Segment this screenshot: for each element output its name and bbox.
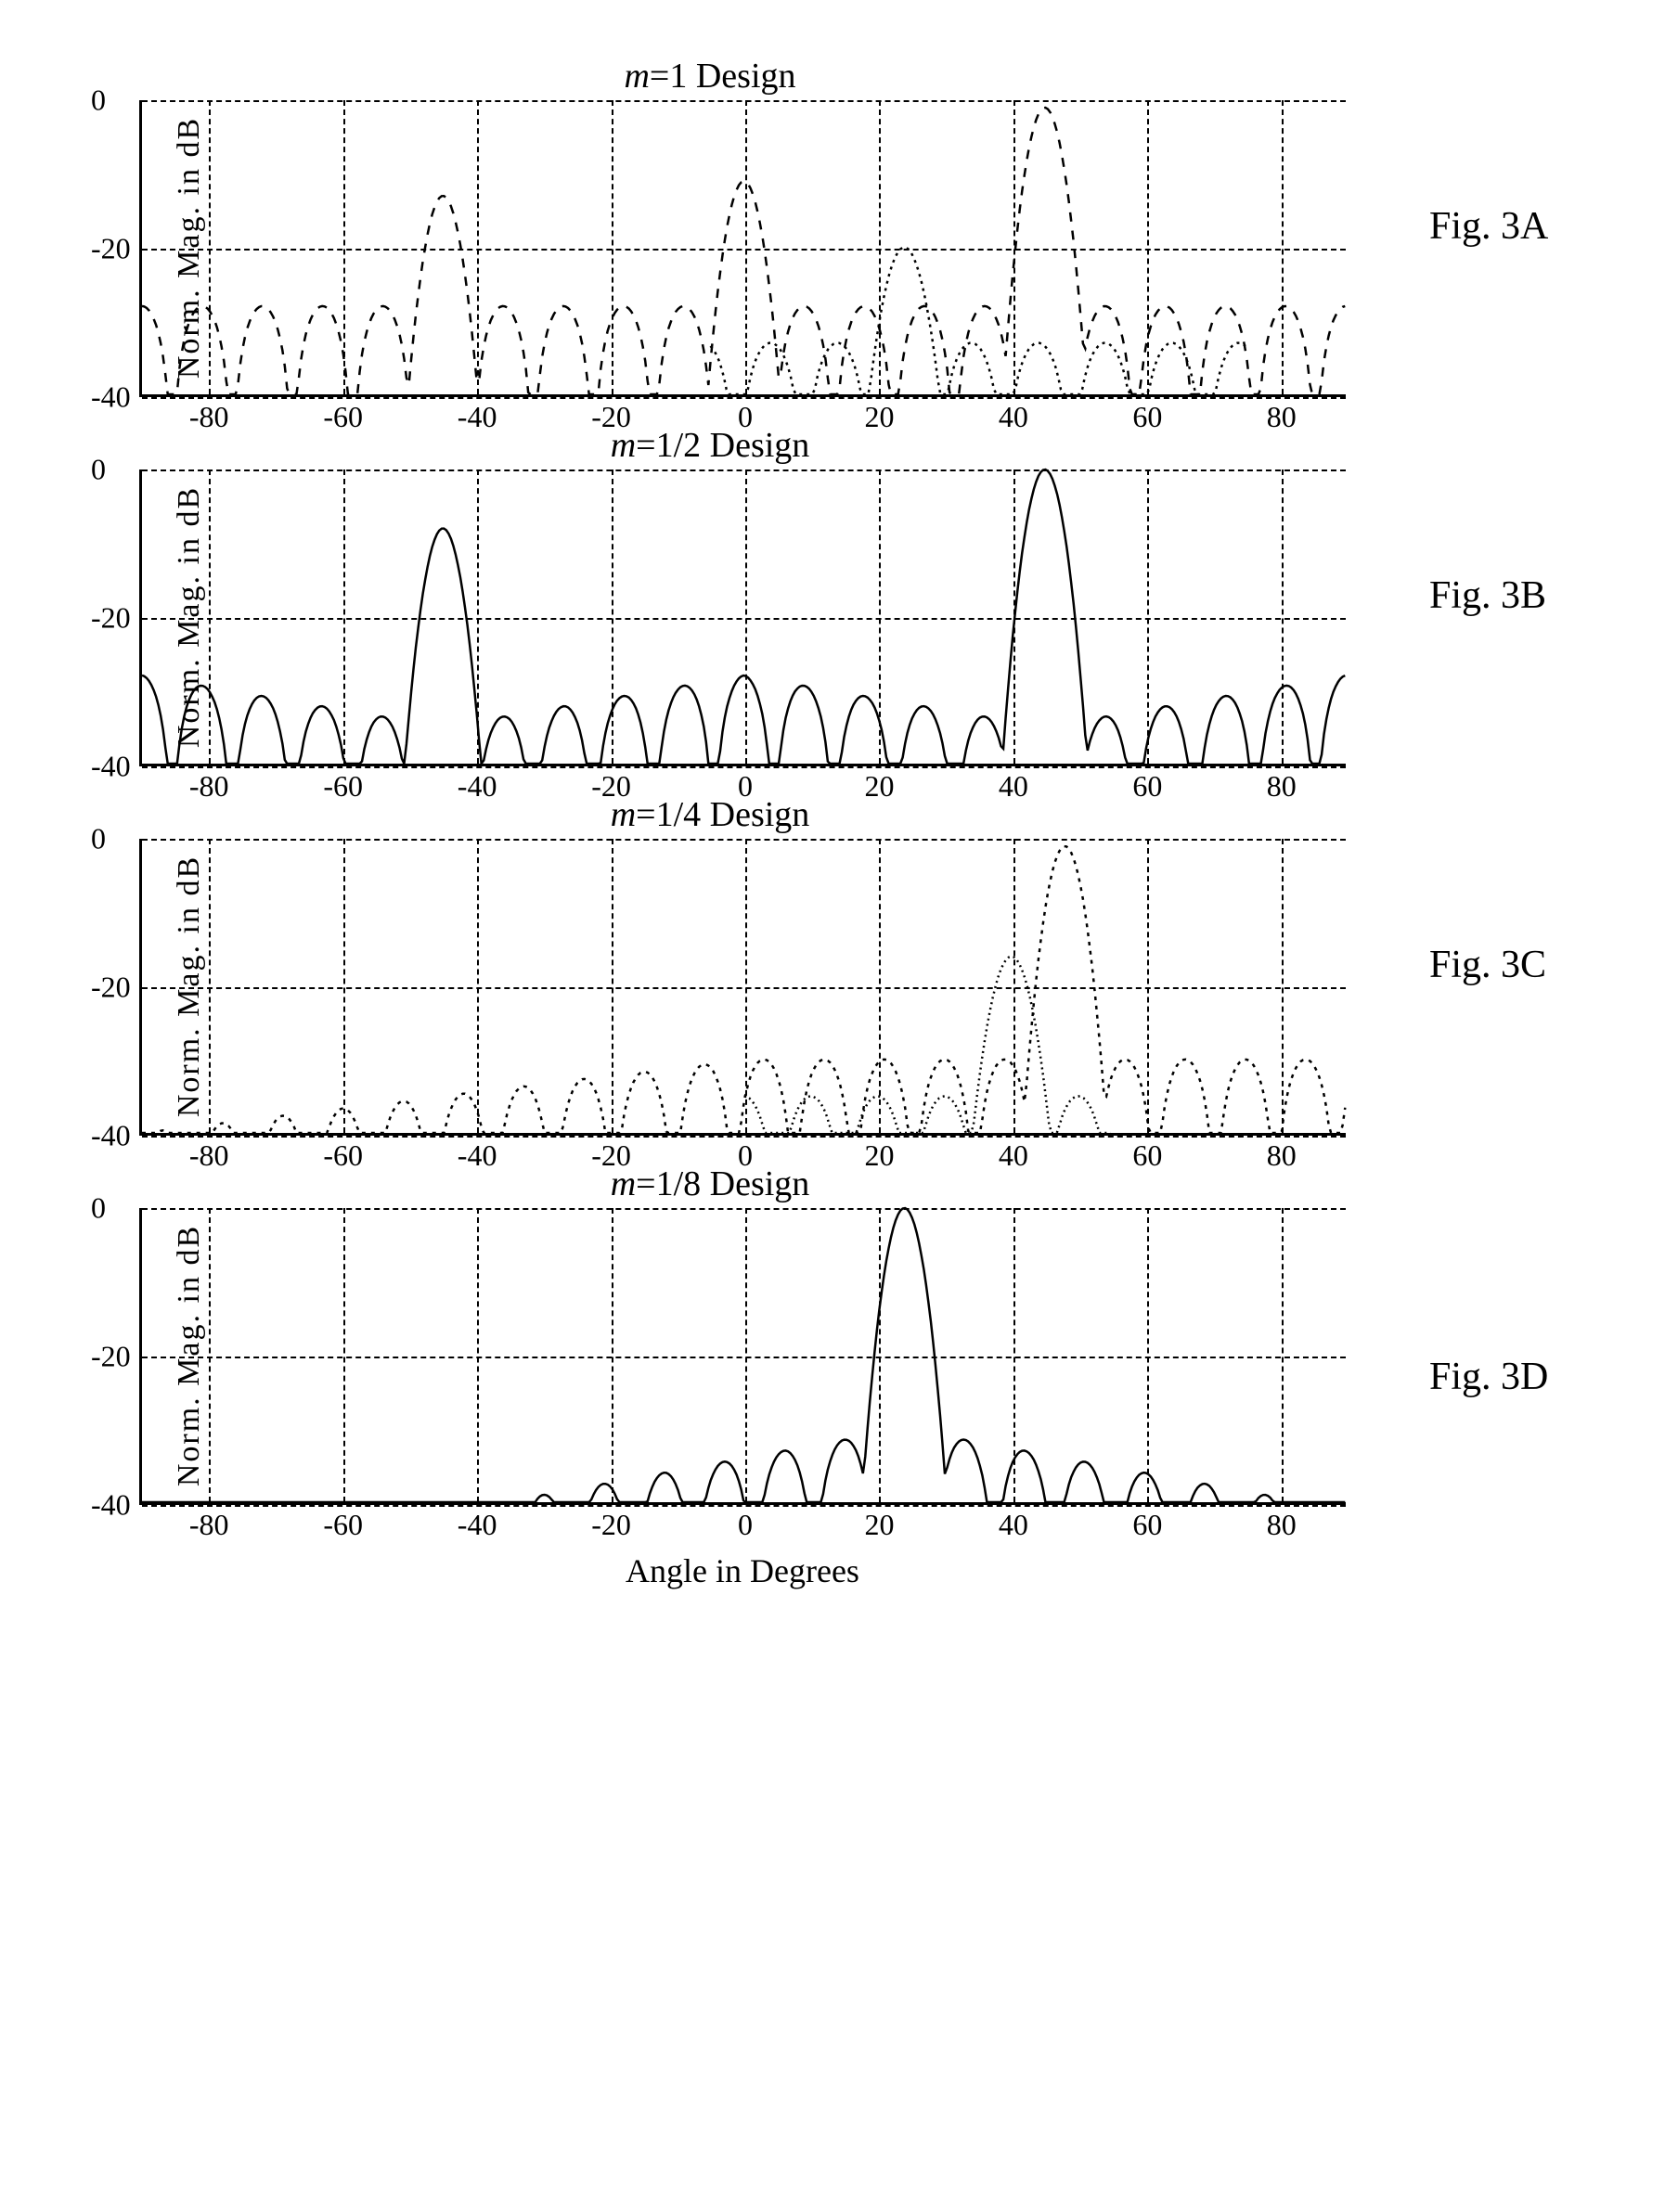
figure-label: Fig. 3A — [1429, 204, 1548, 249]
y-tick: -40 — [91, 1119, 131, 1153]
title-text: =1/2 Design — [636, 426, 809, 465]
chart-panel: m=1 DesignNorm. Mag. in dB-40-200-80-60-… — [37, 56, 1383, 397]
main-trace — [142, 846, 1345, 1133]
title-text: =1/4 Design — [636, 795, 809, 834]
title-variable: m — [611, 1164, 636, 1203]
trace-svg — [142, 839, 1346, 1133]
main-trace — [142, 1208, 1345, 1502]
figure-label: Fig. 3C — [1429, 943, 1546, 987]
y-tick: -40 — [91, 750, 131, 784]
title-text: =1 Design — [650, 57, 796, 96]
secondary-trace — [710, 248, 1245, 394]
x-tick: -80 — [189, 1508, 229, 1542]
gridline-horizontal — [142, 1136, 1346, 1138]
figure-label: Fig. 3B — [1429, 573, 1546, 618]
x-tick: 60 — [1132, 1508, 1162, 1542]
chart-row: m=1/2 DesignNorm. Mag. in dB-40-200-80-6… — [37, 425, 1641, 766]
y-tick: -20 — [91, 232, 131, 266]
x-tick: 40 — [999, 1508, 1028, 1542]
title-text: =1/8 Design — [636, 1164, 809, 1203]
x-tick: -60 — [323, 1508, 363, 1542]
plot-area: Norm. Mag. in dB-40-200-80-60-40-2002040… — [139, 100, 1346, 397]
chart-row: m=1 DesignNorm. Mag. in dB-40-200-80-60-… — [37, 56, 1641, 397]
y-tick: -40 — [91, 380, 131, 415]
chart-panel: m=1/4 DesignNorm. Mag. in dB-40-200-80-6… — [37, 794, 1383, 1136]
y-tick: -20 — [91, 601, 131, 636]
gridline-horizontal — [142, 766, 1346, 768]
title-variable: m — [611, 795, 636, 834]
chart-title: m=1/2 Design — [37, 425, 1383, 466]
plot-area: Norm. Mag. in dB-40-200-80-60-40-2002040… — [139, 1208, 1346, 1505]
y-tick: -20 — [91, 1340, 131, 1374]
chart-panel: m=1/8 DesignNorm. Mag. in dB-40-200-80-6… — [37, 1164, 1383, 1590]
title-variable: m — [624, 57, 649, 96]
plot-area: Norm. Mag. in dB-40-200-80-60-40-2002040… — [139, 839, 1346, 1136]
chart-title: m=1/8 Design — [37, 1164, 1383, 1204]
chart-row: m=1/4 DesignNorm. Mag. in dB-40-200-80-6… — [37, 794, 1641, 1136]
chart-title: m=1 Design — [37, 56, 1383, 96]
y-tick: 0 — [91, 1191, 106, 1226]
y-tick: 0 — [91, 453, 106, 487]
x-tick: 80 — [1267, 1508, 1297, 1542]
gridline-horizontal — [142, 1505, 1346, 1507]
title-variable: m — [611, 426, 636, 465]
x-tick: 20 — [864, 1508, 894, 1542]
gridline-horizontal — [142, 397, 1346, 399]
chart-panel: m=1/2 DesignNorm. Mag. in dB-40-200-80-6… — [37, 425, 1383, 766]
x-tick: 0 — [738, 1508, 753, 1542]
main-trace — [142, 469, 1345, 764]
trace-svg — [142, 469, 1346, 764]
y-tick: -40 — [91, 1488, 131, 1523]
y-tick: -20 — [91, 971, 131, 1005]
chart-row: m=1/8 DesignNorm. Mag. in dB-40-200-80-6… — [37, 1164, 1641, 1590]
chart-title: m=1/4 Design — [37, 794, 1383, 835]
y-tick: 0 — [91, 822, 106, 856]
x-tick: -20 — [591, 1508, 631, 1542]
trace-svg — [142, 100, 1346, 394]
x-tick: -40 — [458, 1508, 497, 1542]
secondary-trace — [744, 957, 1111, 1133]
main-trace — [142, 108, 1345, 394]
plot-area: Norm. Mag. in dB-40-200-80-60-40-2002040… — [139, 469, 1346, 766]
figure-label: Fig. 3D — [1429, 1355, 1548, 1399]
y-tick: 0 — [91, 84, 106, 118]
trace-svg — [142, 1208, 1346, 1502]
x-axis-label: Angle in Degrees — [139, 1551, 1346, 1590]
